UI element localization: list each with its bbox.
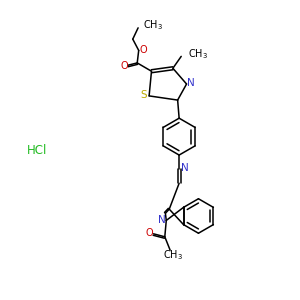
Text: N: N [158, 214, 165, 224]
Text: O: O [146, 228, 153, 238]
Text: O: O [120, 61, 128, 71]
Text: N: N [181, 164, 188, 173]
Text: CH$_3$: CH$_3$ [163, 249, 183, 262]
Text: S: S [140, 90, 147, 100]
Text: CH$_3$: CH$_3$ [188, 47, 208, 61]
Text: CH$_3$: CH$_3$ [143, 18, 164, 32]
Text: HCl: HCl [27, 143, 47, 157]
Text: N: N [187, 77, 195, 88]
Text: O: O [139, 44, 147, 55]
